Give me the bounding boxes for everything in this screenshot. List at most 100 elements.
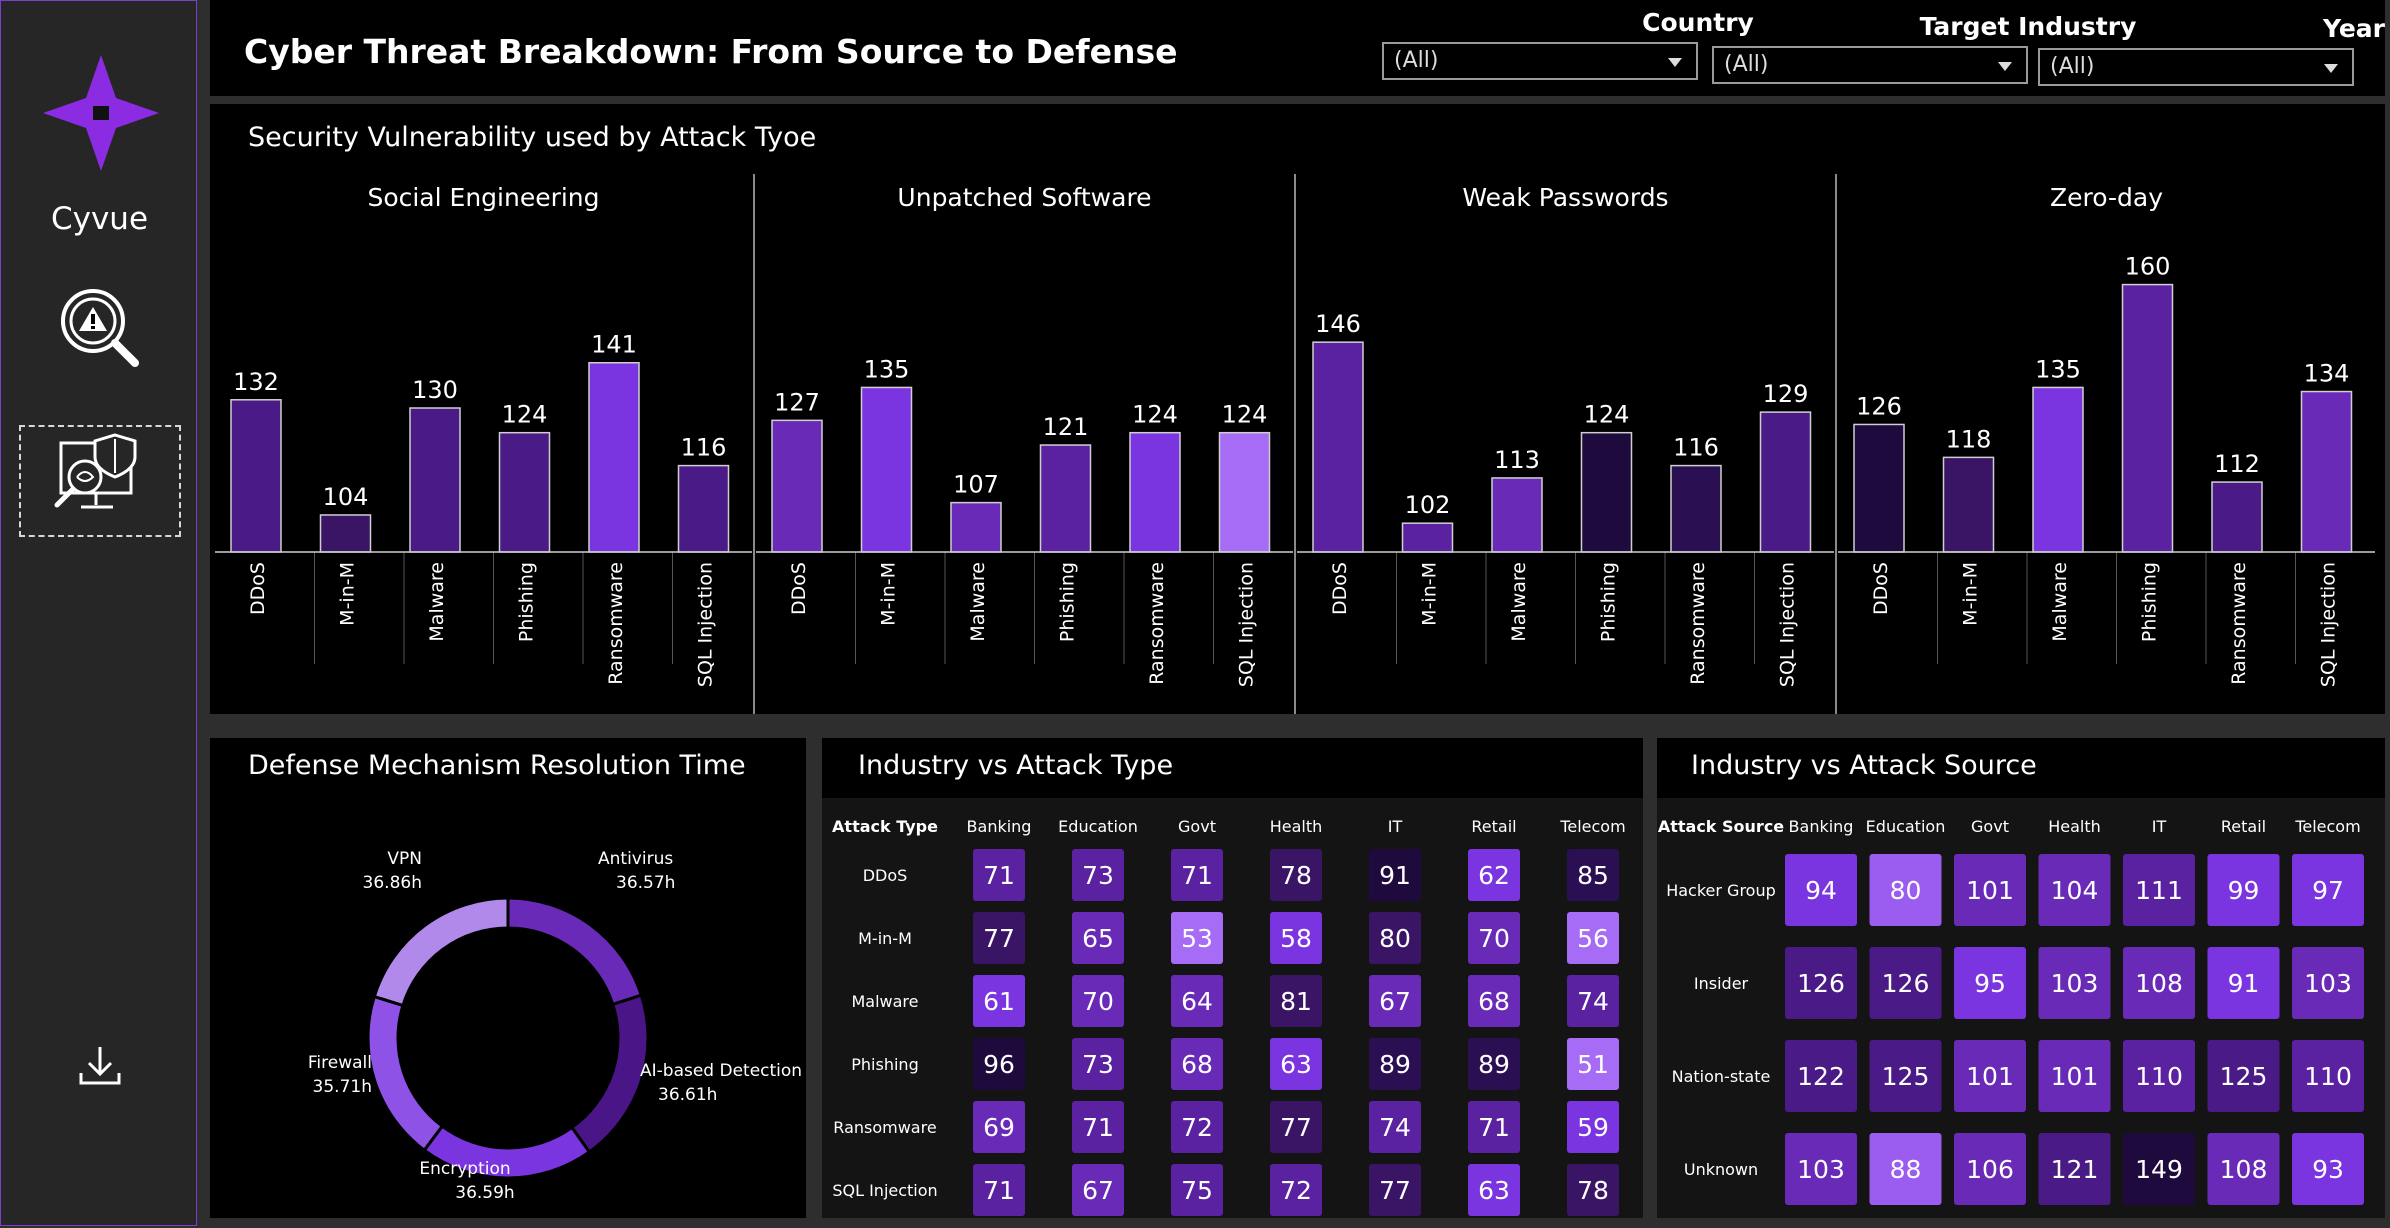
bar	[500, 433, 550, 552]
category-tick-label: M-in-M	[878, 562, 900, 626]
column-header: Telecom	[1559, 817, 1625, 836]
heatmap-value: 101	[2051, 1062, 2099, 1091]
heatmap-value: 91	[1379, 861, 1411, 890]
bar	[1041, 445, 1091, 552]
vulnerability-bar-chart: Social Engineering132DDoS104M-in-M130Mal…	[210, 104, 2385, 714]
bar	[1313, 342, 1363, 552]
slice-value: 36.86h	[363, 873, 422, 893]
bar	[589, 363, 639, 552]
heatmap-value: 101	[1966, 876, 2014, 905]
country-filter-select[interactable]: (All)	[1382, 42, 1698, 80]
heatmap-value: 68	[1478, 987, 1510, 1016]
heatmap-value: 121	[2051, 1155, 2099, 1184]
bar	[1761, 412, 1811, 552]
download-icon[interactable]	[77, 1043, 123, 1089]
bar-value-label: 104	[323, 483, 369, 511]
heatmap-value: 68	[1181, 1050, 1213, 1079]
category-tick-label: Phishing	[1057, 562, 1079, 642]
category-tick-label: Malware	[967, 562, 989, 642]
slice-label: AI-based Detection	[640, 1061, 802, 1081]
defense-donut-chart: Antivirus36.57hAI-based Detection36.61hE…	[210, 738, 806, 1218]
heatmap-value: 108	[2220, 1155, 2268, 1184]
year-filter-select[interactable]: (All)	[2038, 48, 2354, 86]
bar-value-label: 107	[953, 471, 999, 499]
defense-panel: Defense Mechanism Resolution Time Antivi…	[210, 738, 806, 1218]
heatmap-value: 96	[983, 1050, 1015, 1079]
security-analysis-icon[interactable]	[53, 433, 149, 529]
year-filter-value: (All)	[2050, 54, 2094, 79]
threat-search-icon[interactable]	[55, 283, 145, 373]
bar-value-label: 124	[1584, 401, 1630, 429]
heatmap-value: 103	[2051, 969, 2099, 998]
row-label: Unknown	[1684, 1160, 1758, 1179]
row-label: Ransomware	[833, 1118, 936, 1137]
bar	[2212, 482, 2262, 552]
heatmap-value: 91	[2228, 969, 2260, 998]
category-tick-label: SQL Injection	[1777, 562, 1799, 687]
heatmap-value: 94	[1805, 876, 1837, 905]
industry-type-heatmap: Attack Type Banking Education Govt Health IT R…	[822, 738, 1643, 1218]
industry-filter-label: Target Industry	[1868, 12, 2188, 41]
category-tick-label: Malware	[2049, 562, 2071, 642]
heatmap-value: 70	[1082, 987, 1114, 1016]
bar	[1492, 478, 1542, 552]
row-header: Attack Source	[1658, 817, 1784, 836]
heatmap-value: 71	[983, 861, 1015, 890]
country-filter-label: Country	[1538, 8, 1858, 37]
heatmap-value: 97	[2312, 876, 2344, 905]
heatmap-value: 108	[2135, 969, 2183, 998]
heatmap-value: 88	[1890, 1155, 1922, 1184]
heatmap-value: 77	[983, 924, 1015, 953]
country-filter-value: (All)	[1394, 48, 1438, 73]
column-header: Govt	[1971, 817, 2009, 836]
column-header: Telecom	[2294, 817, 2360, 836]
column-header: Education	[1866, 817, 1946, 836]
bar	[1220, 433, 1270, 552]
bar-value-label: 126	[1856, 392, 1902, 420]
category-tick-label: Ransomware	[1687, 562, 1709, 685]
heatmap-value: 64	[1181, 987, 1213, 1016]
heatmap-value: 65	[1082, 924, 1114, 953]
bar	[231, 400, 281, 552]
dashboard-title: Cyber Threat Breakdown: From Source to D…	[244, 32, 1178, 71]
bar	[951, 503, 1001, 552]
donut-slice	[374, 898, 508, 1005]
heatmap-value: 63	[1478, 1176, 1510, 1205]
vulnerability-panel: Security Vulnerability used by Attack Ty…	[210, 104, 2385, 714]
heatmap-value: 99	[2228, 876, 2260, 905]
heatmap-value: 74	[1379, 1113, 1411, 1142]
bar	[1854, 424, 1904, 552]
heatmap-value: 74	[1577, 987, 1609, 1016]
bar	[321, 515, 371, 552]
cyvue-logo-icon	[41, 53, 161, 173]
year-filter-label: Year	[2194, 14, 2390, 43]
bar-value-label: 116	[681, 434, 727, 462]
bar-value-label: 129	[1763, 380, 1809, 408]
heatmap-value: 104	[2051, 876, 2099, 905]
bar	[1671, 466, 1721, 552]
slice-label: VPN	[387, 849, 422, 869]
heatmap-value: 71	[1478, 1113, 1510, 1142]
column-header: Banking	[967, 817, 1032, 836]
heatmap-value: 111	[2135, 876, 2183, 905]
industry-type-panel: Industry vs Attack Type Attack Type Banki…	[822, 738, 1643, 1218]
heatmap-value: 103	[1797, 1155, 1845, 1184]
bar-value-label: 118	[1946, 425, 1992, 453]
industry-filter-select[interactable]: (All)	[1712, 46, 2028, 84]
category-tick-label: DDoS	[788, 562, 810, 615]
heatmap-value: 81	[1280, 987, 1312, 1016]
row-label: M-in-M	[858, 929, 912, 948]
series-header: Unpatched Software	[897, 183, 1151, 212]
slice-value: 35.71h	[313, 1077, 372, 1097]
heatmap-value: 125	[2220, 1062, 2268, 1091]
column-header: Govt	[1178, 817, 1216, 836]
bar-value-label: 134	[2304, 360, 2350, 388]
bar	[679, 466, 729, 552]
industry-source-panel: Industry vs Attack Source Attack Source B…	[1657, 738, 2385, 1218]
bar-value-label: 135	[864, 355, 910, 383]
category-tick-label: Phishing	[516, 562, 538, 642]
bar-value-label: 116	[1673, 434, 1719, 462]
brand-name: Cyvue	[1, 201, 198, 237]
heatmap-value: 51	[1577, 1050, 1609, 1079]
heatmap-value: 72	[1280, 1176, 1312, 1205]
